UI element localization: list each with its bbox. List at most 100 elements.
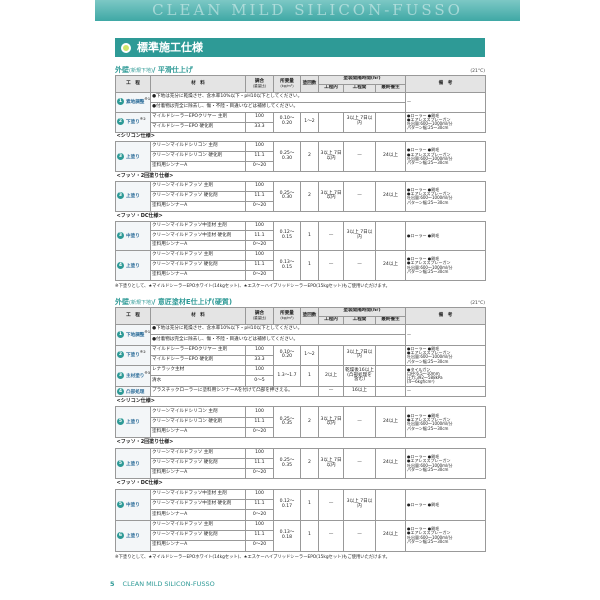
header-label: 工程間 (352, 84, 367, 90)
header-row: 工程内 工程間 最終養生 (116, 83, 486, 93)
table-title: 外壁(新規下地)/ 平滑仕上げ (21°C) (115, 66, 485, 75)
step-name: 下塗り (126, 120, 140, 126)
footnote: ※下塗りとして、★マイルドシーラーEPOホワイト(14kgセット)、★エスケーハ… (115, 554, 390, 560)
material-ratio: 0〜20 (245, 161, 274, 173)
step-row: 5 上塗り クリーンマイルドシリコン 主剤 100 0.25〜0.35 2 3以上 7日以内… (115, 406, 486, 439)
final: 24以上 (375, 406, 406, 439)
amount: 1.3〜1.7 (273, 365, 301, 387)
step-row: 1 下地調整※1 ●下地は充分に乾燥させ、含水率10%以下・pH10以下としてくださ… (115, 323, 486, 346)
note-line: パターン幅:25〜30cm (407, 466, 449, 472)
step-number: 3 (117, 192, 124, 200)
material-name: クリーンマイルドフッソ 主剤 (150, 181, 246, 192)
page-number: 5 (110, 580, 115, 588)
note-line: ●エアレススプレーガン (407, 191, 451, 197)
header-cell: 備 考 (405, 307, 486, 325)
step-mark: ※3 (144, 371, 151, 376)
interval-between: 3以上 7日以内 (343, 111, 376, 133)
note-line: ●ローラー ●刷毛 (407, 526, 440, 532)
header-label: 調合 (254, 310, 265, 316)
note-line: 吐出量:600〜1000ml/分 (407, 354, 453, 360)
material-name: 清水 (150, 375, 246, 387)
temperature: (21°C) (470, 301, 485, 306)
material-ratio: 100 (245, 220, 274, 232)
note-line: 吐出量:600〜1000ml/分 (407, 155, 453, 161)
section-heading: <フッソ・2回塗り仕様> (115, 437, 486, 449)
interval-between: — (343, 406, 376, 439)
section-heading-row: <フッソ・2回塗り仕様> (115, 171, 486, 183)
step-number: 2 (117, 118, 124, 126)
notes: ●タイルガン 口径:6.5〜10mm 圧力:392〜588kPa (4〜6kgf/cm… (405, 365, 486, 387)
material-ratio: 100 (245, 181, 274, 192)
interval-in: — (318, 519, 344, 552)
table-title-finish: / 平滑仕上げ (152, 66, 193, 74)
header-label: 最終養生 (381, 84, 400, 90)
step-row: 4 上塗り クリーンマイルドフッソ 主剤 100 0.13〜0.15 1— —24以上 ●ロー… (115, 250, 486, 281)
section-heading: <シリコン仕様> (115, 396, 486, 408)
header-label: 塗装間隔時間(hr) (343, 76, 381, 82)
header-unit: (重量比) (252, 83, 267, 88)
header-label: 最終養生 (381, 316, 400, 322)
step-row: 2 下塗り※2 マイルドシーラーEPOクリヤー 主剤 100 0.10〜0.20 1〜2 3… (115, 344, 486, 367)
header-cell: 備 考 (405, 75, 486, 93)
material-name: クリーンマイルドフッソ中塗材 主剤 (150, 220, 246, 232)
section-heading: <フッソ・DC仕様> (115, 478, 486, 490)
note-line: ●ローラー ●刷毛 (407, 346, 440, 352)
interval-between: — (343, 447, 376, 480)
section-heading: <フッソ・2回塗り仕様> (115, 171, 486, 183)
step-row: 塗料用シンナーA 0〜20 (116, 270, 486, 281)
note-line: ●ローラー ●刷毛 (407, 256, 440, 262)
material-name: クリーンマイルドフッソ 硬化剤 (150, 260, 246, 272)
material-name: クリーンマイルドフッソ 硬化剤 (150, 529, 246, 542)
note-line: パターン幅:25〜30cm (407, 159, 449, 165)
section-title-bar: 標準施工仕様 (115, 38, 485, 57)
header-label: 工 程 (126, 312, 140, 318)
step-cell: 5 中塗り (115, 488, 151, 521)
header-row: 工 程材 料調合 (重量比) 所要量 (kg/m²) 塗回数 塗装間隔時間(hr) 備 考 (115, 307, 486, 325)
table-body: 1 下地調整※1 ●下地は充分に乾燥させ、含水率10%以下・pH10以下としてくださ… (115, 323, 486, 552)
step-name: 上塗り (126, 420, 140, 426)
note-line: 吐出量:600〜1000ml/分 (407, 462, 453, 468)
note-line: ●エアレススプレーガン (407, 417, 451, 423)
material-name: クリーンマイルドフッソ中塗材 硬化剤 (150, 499, 246, 511)
step-number: 2 (117, 351, 124, 359)
note-line: ●ローラー ●刷毛 (407, 147, 440, 153)
interval-in: 3以上 7日以内 (318, 181, 344, 212)
step-name: 上塗り (126, 461, 140, 467)
step-text: ●付着物は完全に除去し、傷・不陸・目違いなどは補修してください。 (150, 334, 406, 346)
step-cell: 3 上塗り (115, 181, 151, 212)
material-ratio: 11.1 (245, 457, 274, 470)
material-name: クリーンマイルドシリコン 主剤 (150, 406, 246, 418)
final: 24以上 (375, 141, 406, 173)
footer: 5 CLEAN MILD SILICON-FUSSO (110, 580, 215, 588)
material-name: 塗料用シンナーA (150, 240, 246, 252)
notes: ●ローラー ●刷毛 ●エアレススプレーガン 吐出量:600〜1000ml/分 パターン… (405, 344, 486, 367)
header-cell: 材 料 (150, 307, 246, 325)
table-head: 工 程材 料調合 (重量比) 所要量 (kg/m²) 塗回数 塗装間隔時間(hr) 備 考工… (115, 307, 486, 325)
table-title-main: 外壁 (115, 66, 129, 74)
material-name: クリーンマイルドシリコン 硬化剤 (150, 416, 246, 428)
notes: ●ローラー ●刷毛 ●エアレススプレーガン 吐出量:600〜1000ml/分 パターン… (405, 519, 486, 552)
note-line: (4〜6kgf/cm²) (407, 379, 435, 385)
coats: 2 (300, 141, 319, 173)
note-line: ●ローラー ●刷毛 (407, 112, 440, 118)
section-heading-row: <シリコン仕様> (115, 131, 486, 143)
note-line: 吐出量:600〜1000ml/分 (407, 195, 453, 201)
note-line: 圧力:392〜588kPa (407, 374, 443, 380)
step-text: ●下地は充分に乾燥させ、含水率10%以下・pH10以下としてください。 (150, 92, 406, 103)
final: 24以上 (375, 181, 406, 212)
header-unit: (kg/m²) (280, 83, 294, 88)
note-line: ●ローラー ●刷毛 (407, 232, 440, 238)
step-mark: ※1 (144, 97, 151, 102)
amount: 0.12〜0.15 (273, 220, 301, 252)
interval-between: — (343, 250, 376, 281)
header-cell: 工程間 (343, 83, 376, 93)
header-label: 材 料 (191, 80, 205, 86)
note-line: 吐出量:600〜1000ml/分 (407, 534, 453, 540)
step-number: 4 (117, 261, 124, 269)
step-name: 主材塗り (126, 374, 145, 380)
step-name: 下塗り (126, 353, 140, 359)
coats: 1 (300, 488, 319, 521)
step-cell: 3 主材塗り※3 (115, 365, 151, 387)
coats: 1 (300, 519, 319, 552)
